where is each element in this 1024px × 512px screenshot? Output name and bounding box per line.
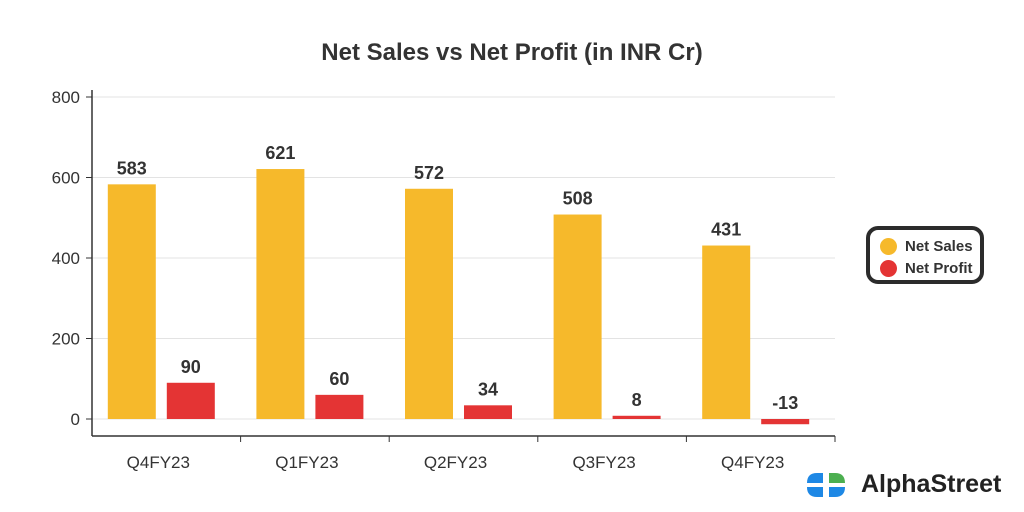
- logo-text: AlphaStreet: [861, 470, 1002, 498]
- x-tick-label: Q3FY23: [572, 453, 635, 472]
- legend-item-net-sales: Net Sales: [880, 235, 980, 257]
- data-label: 431: [711, 220, 741, 240]
- y-tick-label: 600: [52, 169, 80, 188]
- data-label: 572: [414, 163, 444, 183]
- bar-net-sales: [553, 214, 602, 419]
- data-label: 8: [632, 390, 642, 410]
- legend-label: Net Profit: [905, 259, 973, 277]
- bar-net-sales: [702, 245, 751, 419]
- data-label: 34: [478, 379, 498, 399]
- legend: Net Sales Net Profit: [866, 226, 984, 284]
- legend-swatch: [880, 259, 897, 277]
- bar-net-profit: [464, 405, 512, 419]
- bar-net-sales: [107, 184, 156, 419]
- data-label: -13: [772, 393, 798, 413]
- bar-net-sales: [405, 188, 453, 419]
- y-tick-label: 800: [52, 88, 80, 107]
- chart-title: Net Sales vs Net Profit (in INR Cr): [321, 39, 702, 66]
- data-label: 60: [329, 369, 349, 389]
- legend-label: Net Sales: [905, 237, 973, 255]
- legend-swatch: [880, 237, 897, 255]
- data-label: 508: [563, 189, 593, 209]
- bar-net-profit: [315, 394, 364, 419]
- x-tick-label: Q2FY23: [424, 453, 487, 472]
- bar-net-sales: [256, 169, 305, 419]
- bar-net-profit: [761, 419, 810, 425]
- x-tick-label: Q1FY23: [275, 453, 338, 472]
- alphastreet-logo: AlphaStreet: [805, 470, 1001, 499]
- bar-net-profit: [166, 382, 215, 419]
- y-tick-label: 0: [71, 410, 80, 429]
- x-tick-label: Q4FY23: [721, 453, 784, 472]
- y-tick-label: 400: [52, 249, 80, 268]
- x-tick-label: Q4FY23: [127, 453, 190, 472]
- data-label: 621: [265, 143, 295, 163]
- data-label: 90: [181, 357, 201, 377]
- logo-icon: [807, 472, 845, 497]
- data-label: 583: [117, 158, 147, 178]
- legend-item-net-profit: Net Profit: [880, 257, 980, 279]
- y-tick-label: 200: [52, 330, 80, 349]
- bar-net-profit: [612, 415, 661, 419]
